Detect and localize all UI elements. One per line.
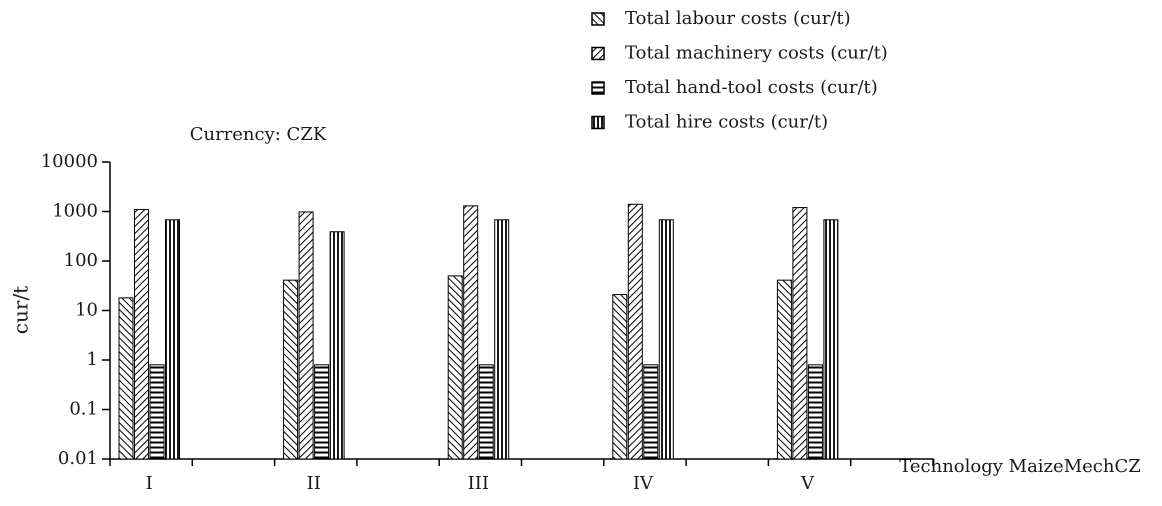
x-tick-label: V [800, 473, 815, 494]
x-tick-label: III [468, 473, 489, 494]
legend-swatch [591, 81, 605, 95]
bar [807, 364, 823, 460]
y-tick-label: 1 [87, 349, 98, 370]
legend-swatch [591, 46, 605, 61]
bar [494, 219, 510, 460]
bar [612, 294, 628, 460]
x-tick-label: II [307, 473, 321, 494]
y-tick-label: 1000 [52, 201, 98, 222]
bar [478, 364, 494, 460]
y-tick-label: 10000 [41, 151, 98, 172]
legend-label: Total machinery costs (cur/t) [625, 43, 888, 64]
legend-swatch [591, 12, 605, 26]
bar [134, 208, 149, 460]
bar [792, 207, 808, 460]
bar [447, 275, 463, 460]
bar [776, 279, 792, 460]
bar [283, 279, 299, 460]
bar [658, 219, 674, 460]
legend-swatch [591, 115, 605, 130]
legend-label: Total labour costs (cur/t) [625, 8, 851, 29]
y-tick-label: 10 [75, 300, 98, 321]
legend-label: Total hand-tool costs (cur/t) [625, 77, 878, 98]
y-tick-label: 0.1 [69, 399, 98, 420]
x-tick-label: IV [633, 473, 654, 494]
y-tick-label: 100 [64, 250, 98, 271]
bar [463, 205, 479, 460]
bar [823, 219, 839, 460]
annotation: Currency: CZK [190, 124, 327, 145]
x-axis-label: Technology MaizeMechCZ [899, 456, 1140, 477]
bar [165, 219, 180, 460]
y-axis-label: cur/t [9, 286, 33, 334]
bar [149, 364, 165, 460]
y-tick-label: 0.01 [58, 448, 98, 469]
bar [314, 364, 330, 460]
bar [329, 231, 345, 460]
x-tick-label: I [146, 473, 153, 494]
bar [643, 364, 659, 460]
bar [118, 297, 134, 460]
bar [298, 211, 314, 460]
legend-label: Total hire costs (cur/t) [625, 112, 828, 133]
bar [627, 203, 643, 460]
